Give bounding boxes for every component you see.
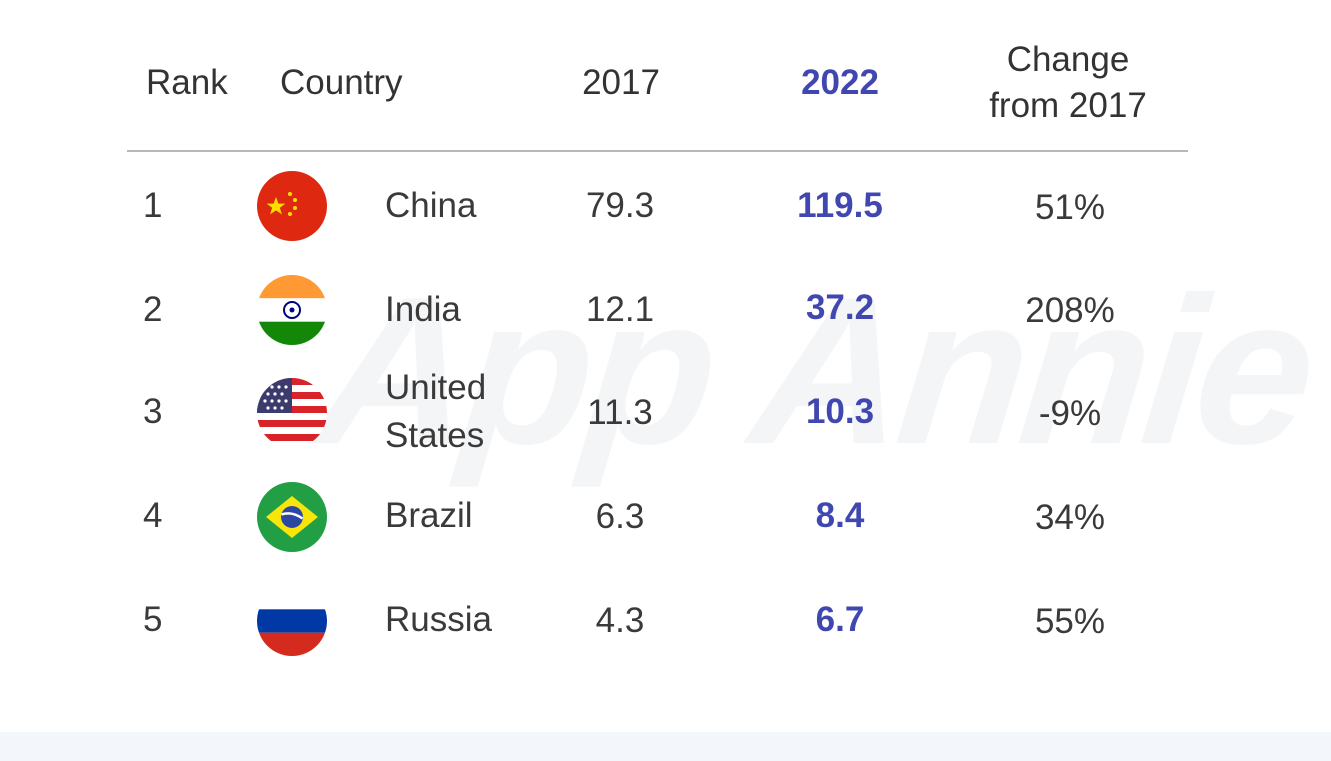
- change-value: 55%: [1034, 602, 1106, 641]
- rank-cell: 3: [143, 392, 163, 431]
- header-change-line2: from 2017: [989, 86, 1147, 125]
- rank-cell: 4: [143, 496, 163, 535]
- value-2017: 4.3: [595, 601, 645, 640]
- value-2022: 6.7: [815, 600, 865, 639]
- header-divider: [127, 150, 1188, 152]
- country-name: India: [385, 290, 461, 329]
- country-name: China: [385, 186, 477, 225]
- header-country: Country: [280, 63, 403, 102]
- change-value: 51%: [1034, 188, 1106, 227]
- value-2017: 12.1: [585, 290, 655, 329]
- india-flag-icon: [257, 275, 327, 345]
- change-value: 208%: [1025, 291, 1115, 330]
- brazil-flag-icon: [257, 482, 327, 552]
- rank-cell: 1: [143, 186, 163, 225]
- rank-cell: 5: [143, 600, 163, 639]
- header-change-line1: Change: [1006, 40, 1130, 79]
- country-name-line2: States: [385, 416, 485, 455]
- header-change: Change from 2017: [968, 37, 1168, 129]
- header-2022: 2022: [801, 63, 879, 102]
- value-2017: 6.3: [595, 497, 645, 536]
- country-name: Russia: [385, 600, 492, 639]
- ranking-table: Rank Country 2017 2022 Change from 2017 …: [127, 37, 1188, 656]
- bottom-band: [0, 732, 1331, 761]
- country-name-line1: United: [385, 368, 487, 407]
- us-flag-icon: [257, 378, 327, 448]
- change-value: -9%: [1038, 394, 1102, 433]
- china-flag-icon: [257, 171, 327, 241]
- value-2022: 10.3: [805, 392, 875, 431]
- value-2017: 11.3: [587, 393, 653, 432]
- country-name: Brazil: [385, 496, 473, 535]
- value-2017: 79.3: [585, 186, 655, 225]
- value-2022: 119.5: [797, 186, 883, 225]
- value-2022: 37.2: [805, 288, 875, 327]
- russia-flag-icon: [257, 586, 327, 656]
- header-2017: 2017: [582, 63, 660, 102]
- value-2022: 8.4: [815, 496, 865, 535]
- header-rank: Rank: [146, 63, 228, 102]
- change-value: 34%: [1034, 498, 1106, 537]
- rank-cell: 2: [143, 290, 163, 329]
